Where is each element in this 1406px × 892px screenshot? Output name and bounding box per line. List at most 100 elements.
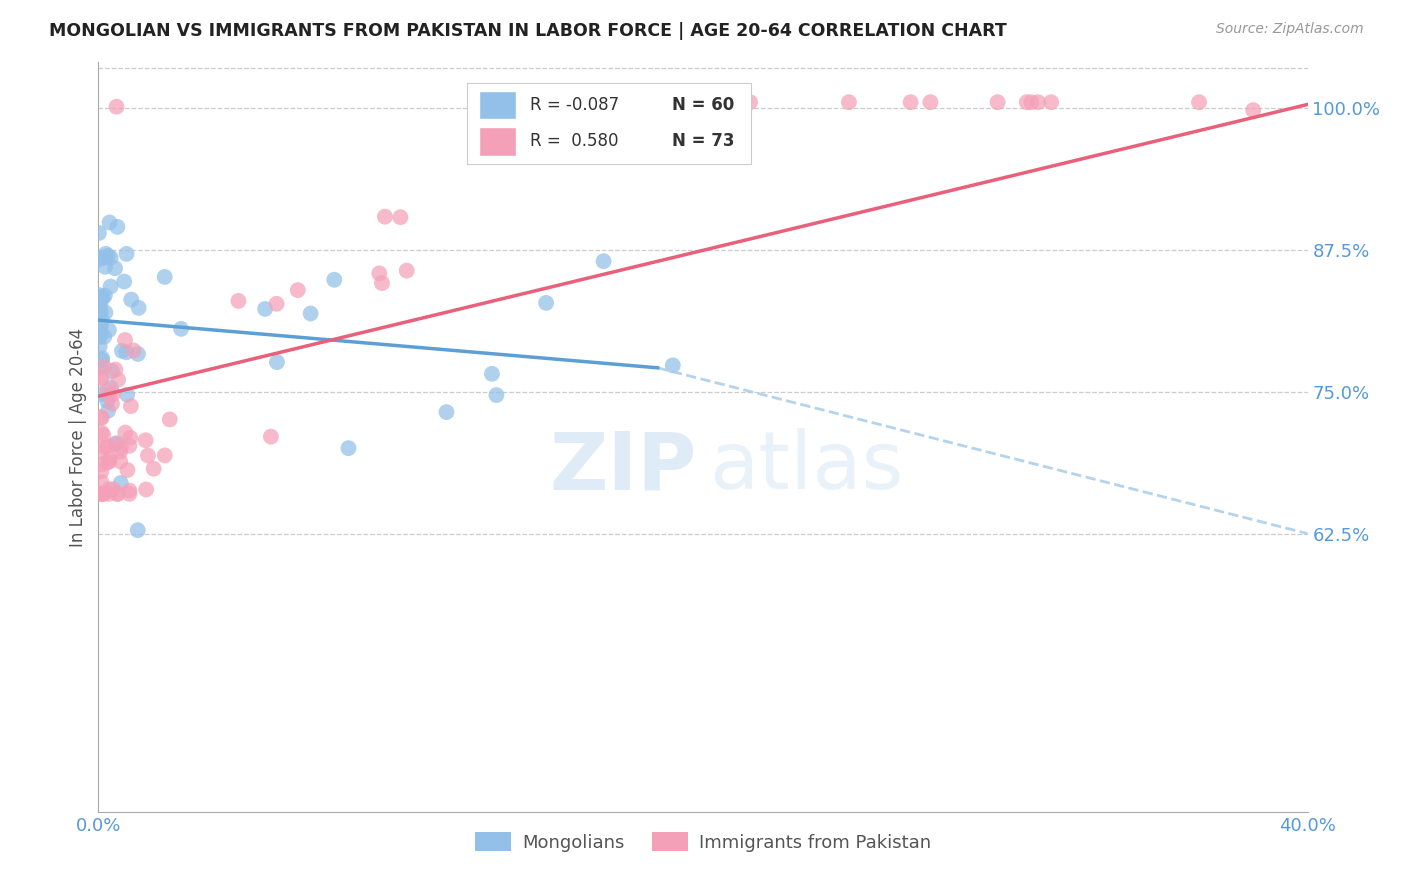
Point [117,463,139,477]
Point [93,359,115,374]
Point [87,226,110,240]
Point [90,475,112,490]
Point [90,371,112,385]
Point [323,273,346,287]
Point [89,304,111,318]
Point [104,437,127,451]
Point [900,95,922,110]
Point [127,523,149,537]
Point [90,464,112,478]
Point [90,313,112,327]
Point [94,251,117,265]
Point [91,291,114,305]
Point [100,251,122,265]
Point [142,461,165,475]
Point [97,455,120,469]
Point [112,275,135,289]
Point [87,361,110,376]
Point [115,387,138,401]
Point [1021,95,1043,110]
Point [89,325,111,339]
Point [135,434,157,448]
Point [122,343,145,358]
Point [90,487,112,501]
Text: atlas: atlas [709,428,904,506]
Point [114,425,136,440]
Point [90,444,112,458]
Point [87,330,110,344]
Point [170,322,193,336]
Point [98,452,121,467]
Point [90,318,112,332]
Point [662,359,685,373]
Point [1015,95,1038,110]
Text: Source: ZipAtlas.com: Source: ZipAtlas.com [1216,22,1364,37]
Point [127,347,149,361]
Point [101,482,124,496]
Point [97,323,120,337]
Point [395,263,418,277]
Point [90,425,112,440]
Point [94,247,117,261]
Point [120,293,142,307]
Point [136,449,159,463]
Point [299,306,322,320]
Point [90,487,112,501]
Point [115,345,138,359]
Point [107,487,129,501]
Point [1040,95,1063,110]
Point [107,373,129,387]
Point [920,95,942,110]
Point [266,297,288,311]
Point [114,333,136,347]
Point [105,487,128,501]
Point [115,247,138,261]
Point [128,301,150,315]
Point [159,412,181,426]
Point [110,454,132,468]
Point [90,410,112,425]
Point [87,252,110,267]
Point [118,487,141,501]
Point [105,100,128,114]
Point [592,254,614,268]
Point [91,290,114,304]
Point [110,476,132,491]
Point [94,260,117,274]
Point [89,298,111,312]
Point [337,441,360,455]
Point [104,362,127,376]
Point [436,405,458,419]
Text: MONGOLIAN VS IMMIGRANTS FROM PAKISTAN IN LABOR FORCE | AGE 20-64 CORRELATION CHA: MONGOLIAN VS IMMIGRANTS FROM PAKISTAN IN… [49,22,1007,40]
Point [97,487,120,501]
Point [94,288,117,302]
Point [94,305,117,319]
Y-axis label: In Labor Force | Age 20-64: In Labor Force | Age 20-64 [69,327,87,547]
Point [89,329,111,343]
Point [97,439,120,453]
Point [546,134,568,148]
Point [699,95,721,110]
Point [101,397,124,411]
Point [89,288,111,302]
Point [111,343,134,358]
Point [93,330,115,344]
Point [153,449,176,463]
Point [87,300,110,314]
Point [91,351,114,366]
Point [1026,95,1049,110]
Text: ZIP: ZIP [550,428,697,506]
Point [100,279,122,293]
Point [838,95,860,110]
Point [91,428,114,442]
Point [266,355,288,369]
Point [389,211,412,225]
Point [987,95,1010,110]
Point [90,370,112,384]
Point [97,383,120,397]
Point [90,353,112,368]
Point [481,367,503,381]
Point [97,403,120,417]
Point [254,301,277,316]
Point [110,441,132,455]
